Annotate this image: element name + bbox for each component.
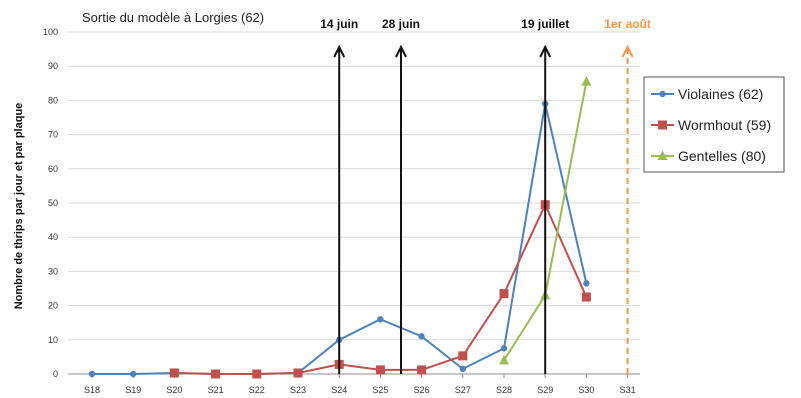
legend-label: Gentelles (80) [678,148,766,164]
data-point [459,365,466,373]
legend-marker [657,150,668,160]
data-point [581,76,592,86]
x-tick-label: S26 [414,385,430,395]
data-point [500,345,508,352]
data-point [418,333,425,340]
x-tick-label: S27 [455,385,471,395]
data-point [499,354,509,365]
data-point [169,368,179,378]
data-point [583,280,590,287]
y-tick-label: 40 [48,232,58,242]
data-point [252,369,262,379]
annotation-label: 28 juin [382,17,420,31]
gridlines [68,31,640,375]
y-axis-label: Nombre de thrips par jour et par plaque [13,103,25,310]
y-tick-label: 100 [43,27,58,37]
x-tick-label: S23 [290,385,306,395]
x-tick-label: S19 [125,385,141,395]
data-point [211,369,221,379]
y-tick-label: 30 [48,266,58,276]
data-point [499,289,509,299]
y-tick-label: 60 [48,164,58,174]
data-point [88,370,96,378]
chart-title: Sortie du modèle à Lorgies (62) [82,10,264,25]
x-tick-label: S29 [537,385,553,395]
annotation-label: 1er août [604,17,651,31]
x-tick-label: S30 [578,385,594,395]
data-point [377,316,384,323]
x-tick-label: S31 [620,385,636,395]
annotation-label: 19 juillet [521,17,569,31]
y-tick-label: 50 [48,198,58,208]
x-tick-label: S22 [249,385,265,395]
x-tick-label: S18 [84,385,100,395]
axes [68,373,640,378]
y-tick-label: 20 [48,301,58,311]
legend-label: Wormhout (59) [678,117,771,133]
annotation-arrowhead [333,44,346,58]
y-tick-label: 0 [53,369,58,379]
x-tick-label: S20 [166,385,182,395]
annotation-label: 14 juin [320,17,358,31]
legend-marker [658,120,667,130]
x-tick-label: S25 [372,385,388,395]
y-tick-labels: 0 10 20 30 40 50 60 70 80 90 100 [43,27,58,379]
annotation-arrowhead [621,44,634,58]
annotation-arrows: 14 juin 28 juin 19 juillet 1er août [320,17,651,374]
annotation-arrowhead [539,44,552,58]
y-tick-label: 80 [48,95,58,105]
legend-marker [659,90,666,98]
data-point [130,370,137,378]
legend-label: Violaines (62) [678,86,763,102]
data-point [375,365,385,375]
x-tick-label: S28 [496,385,512,395]
data-point [293,368,303,378]
legend: Violaines (62) Wormhout (59) Gentelles (80… [643,76,785,173]
data-point [458,351,468,361]
annotation-arrowhead [395,44,407,58]
y-tick-label: 10 [48,335,58,345]
x-tick-labels: S18 S19 S20 S21 S22 S23 S24 S25 S26 S27 S28 S29 S30 S… [84,385,636,395]
y-tick-label: 90 [48,61,58,71]
x-tick-label: S21 [208,385,224,395]
y-tick-label: 70 [48,130,58,140]
data-point [417,365,427,375]
x-tick-label: S24 [331,385,347,395]
data-point [581,292,591,302]
